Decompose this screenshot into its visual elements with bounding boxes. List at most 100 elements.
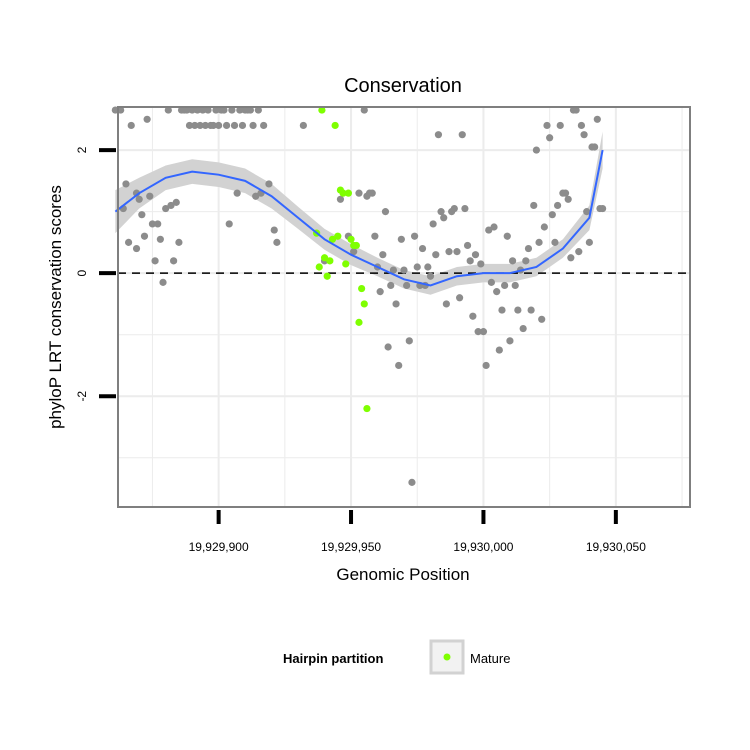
data-point-other — [413, 263, 421, 271]
data-point-other — [440, 214, 448, 222]
chart-title: Conservation — [344, 75, 462, 97]
data-point-other — [204, 106, 212, 114]
data-point-other — [127, 121, 135, 130]
data-point-other — [368, 189, 376, 197]
data-point-other — [442, 300, 450, 308]
data-point-other — [397, 235, 405, 243]
data-point-other — [151, 257, 159, 265]
data-point-other — [270, 226, 278, 234]
x-tick-label: 19,929,950 — [321, 540, 381, 554]
data-point-other — [159, 278, 167, 286]
data-point-other — [230, 121, 239, 130]
data-point-mature — [355, 318, 363, 326]
data-point-other — [599, 204, 607, 213]
data-point-other — [458, 131, 466, 139]
grid-lines — [118, 107, 690, 507]
y-axis: -2 0 2 — [75, 146, 116, 402]
data-point-other — [487, 278, 495, 286]
data-point-other — [164, 106, 172, 114]
data-point-other — [228, 106, 236, 114]
data-point-other — [143, 115, 151, 123]
data-point-mature — [320, 254, 329, 262]
data-point-other — [506, 337, 514, 345]
data-point-other — [556, 121, 564, 130]
y-tick-label: 2 — [75, 146, 89, 153]
data-point-other — [564, 195, 572, 203]
data-point-other — [495, 346, 503, 354]
data-point-mature — [323, 272, 331, 280]
data-point-other — [501, 281, 509, 290]
data-point-other — [400, 266, 408, 274]
x-axis-title: Genomic Position — [336, 565, 469, 584]
y-axis-title: phyloP LRT conservation scores — [46, 185, 65, 429]
data-point-other — [254, 106, 262, 114]
data-point-other — [453, 248, 461, 256]
data-point-other — [424, 263, 432, 271]
data-point-other — [138, 211, 146, 219]
data-point-other — [583, 208, 591, 216]
data-point-other — [546, 134, 554, 142]
data-point-other — [450, 204, 458, 213]
data-point-other — [154, 220, 162, 228]
data-point-other — [156, 235, 164, 243]
data-point-other — [572, 106, 580, 114]
data-point-other — [360, 106, 368, 114]
data-point-other — [185, 121, 194, 130]
data-point-other — [530, 201, 538, 210]
data-point-other — [172, 198, 180, 206]
data-point-other — [201, 121, 209, 130]
data-point-other — [585, 238, 593, 246]
data-point-other — [543, 121, 551, 130]
x-axis: 19,929,900 19,929,950 19,930,000 19,930,050 — [189, 510, 646, 554]
data-point-other — [212, 106, 220, 114]
data-point-other — [469, 312, 477, 320]
data-point-other — [162, 204, 170, 213]
data-point-other — [403, 281, 411, 290]
data-point-other — [561, 189, 570, 197]
data-point-other — [238, 121, 247, 130]
data-point-other — [437, 208, 445, 216]
data-point-mature — [331, 121, 339, 130]
plot-panel — [111, 106, 691, 508]
data-point-other — [405, 337, 413, 345]
data-point-other — [233, 189, 241, 197]
data-point-mature — [339, 189, 347, 197]
y-tick-label: 0 — [75, 269, 89, 276]
data-point-mature — [352, 241, 360, 250]
data-point-other — [225, 220, 233, 228]
data-point-mature — [328, 235, 337, 243]
data-point-other — [418, 244, 427, 253]
data-point-other — [252, 192, 260, 200]
x-tick-label: 19,929,900 — [189, 540, 249, 554]
data-point-mature — [326, 257, 334, 265]
data-point-other — [514, 306, 522, 314]
data-point-other — [429, 220, 437, 228]
data-point-other — [445, 248, 453, 256]
data-point-other — [199, 106, 207, 114]
data-point-other — [273, 238, 281, 246]
data-point-other — [493, 288, 501, 296]
data-point-other — [593, 115, 601, 123]
data-point-other — [175, 238, 183, 246]
y-tick-label: -2 — [75, 391, 89, 402]
data-point-other — [260, 121, 268, 130]
data-point-other — [381, 208, 390, 216]
data-point-mature — [358, 284, 366, 293]
data-point-other — [498, 306, 506, 314]
data-point-other — [209, 121, 217, 130]
data-point-other — [477, 260, 485, 268]
data-point-other — [222, 121, 231, 130]
data-point-mature — [360, 300, 368, 308]
data-point-other — [246, 106, 255, 114]
data-point-other — [146, 192, 154, 200]
data-point-other — [548, 211, 556, 219]
data-point-other — [485, 226, 493, 234]
data-point-other — [196, 121, 204, 130]
data-point-mature — [363, 404, 371, 413]
data-point-mature — [342, 260, 350, 268]
data-point-other — [567, 254, 575, 262]
legend-label-mature: Mature — [470, 651, 510, 666]
data-point-other — [191, 121, 199, 130]
data-point-other — [265, 180, 273, 188]
data-point-other — [479, 328, 488, 336]
